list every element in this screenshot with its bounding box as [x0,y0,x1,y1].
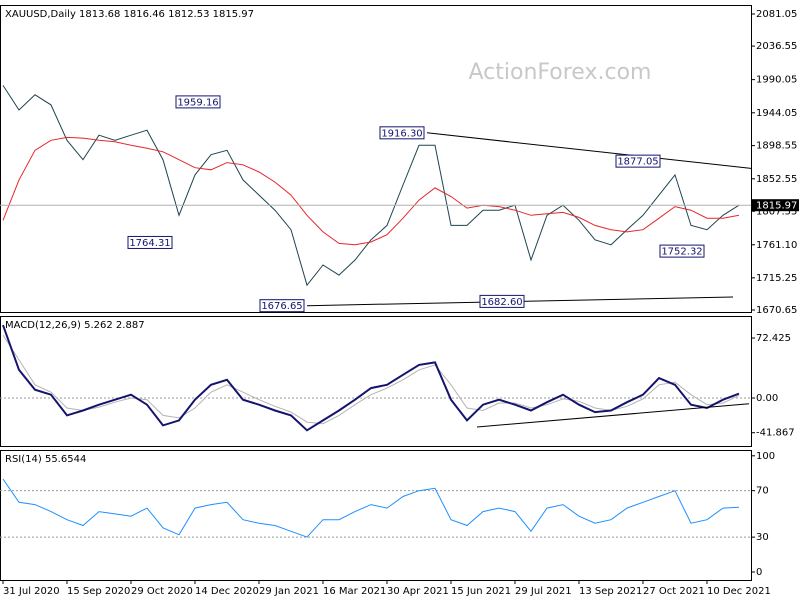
x-tick-label: 15 Jun 2021 [451,586,511,597]
x-tick-label: 29 Jul 2021 [515,586,572,597]
annotation-label: 1916.30 [381,128,422,139]
x-tick-label: 10 Dec 2021 [707,586,771,597]
y-tick-label: 1807.55 [756,206,797,217]
y-tick-label: 1944.05 [756,108,797,119]
annotation-box [659,244,705,258]
x-tick-label: 31 Jul 2020 [3,586,60,597]
y-tick-label: 72.425 [756,333,791,344]
panel-title: RSI(14) 55.6544 [5,454,86,465]
trendline [476,403,750,428]
panel-frame [0,316,752,447]
watermark: ActionForex.com [469,60,652,85]
y-tick-label: 0 [756,567,762,578]
y-tick-label: 2036.55 [756,41,797,52]
annotation-label: 1676.65 [261,301,302,312]
y-tick-label: 1898.55 [756,141,797,152]
panel-frame [0,5,752,313]
y-tick-label: 70 [756,486,769,497]
x-tick-label: 29 Oct 2020 [131,586,193,597]
x-tick-label: 30 Apr 2021 [387,586,449,597]
x-tick-label: 15 Sep 2020 [67,586,130,597]
y-tick-label: 1761.10 [756,240,797,251]
annotation-label: 1764.31 [129,238,170,249]
annotation-box [259,299,305,313]
series-line [2,136,740,246]
y-tick-label: 1670.65 [756,305,797,316]
y-tick-label: 30 [756,532,769,543]
last-price-box [751,199,799,212]
annotation-box [479,294,525,308]
series-line [2,324,740,432]
y-tick-label: 1852.55 [756,174,797,185]
y-tick-label: -41.867 [756,428,795,439]
annotation-label: 1877.05 [617,157,658,168]
y-tick-label: 100 [756,451,775,462]
annotation-label: 1959.16 [177,97,218,108]
annotation-box [175,95,221,109]
annotation-box [379,126,425,140]
x-tick-label: 29 Jan 2021 [259,586,319,597]
x-tick-label: 14 Dec 2020 [195,586,259,597]
panel-title: MACD(12,26,9) 5.262 2.887 [5,320,145,331]
series-line [2,478,740,538]
y-tick-label: 1990.05 [756,75,797,86]
y-tick-label: 0.00 [756,393,778,404]
x-tick-label: 16 Mar 2021 [323,586,386,597]
annotation-label: 1752.32 [661,247,702,258]
y-tick-label: 2081.05 [756,9,797,20]
y-tick-label: 1715.25 [756,273,797,284]
series-line [2,334,740,425]
panel-title: XAUUSD,Daily 1813.68 1816.46 1812.53 181… [5,9,254,20]
annotation-label: 1682.60 [481,297,522,308]
x-tick-label: 27 Oct 2021 [643,586,705,597]
annotation-box [127,235,173,249]
panel-frame [0,450,752,581]
x-tick-label: 13 Sep 2021 [579,586,642,597]
last-price-label: 1815.97 [756,201,797,212]
series-line [2,85,740,287]
trendline [426,132,752,169]
annotation-box [615,154,661,168]
